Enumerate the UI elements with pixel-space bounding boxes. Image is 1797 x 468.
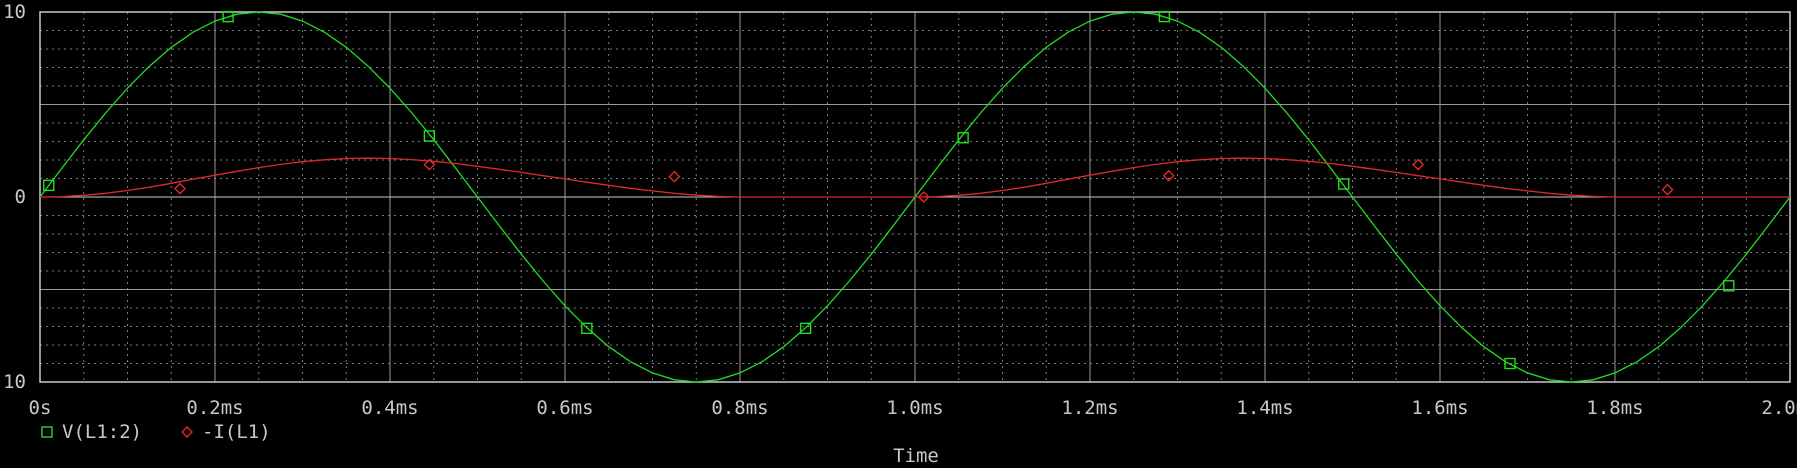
x-tick-label: 0.4ms (361, 397, 418, 419)
series-marker (174, 182, 186, 195)
series-marker (1338, 178, 1350, 190)
series-marker (1158, 10, 1171, 23)
series-marker (1162, 169, 1175, 182)
series-marker (423, 158, 436, 171)
legend-marker (41, 426, 53, 438)
series-marker (222, 10, 234, 23)
series-markers (43, 10, 1735, 370)
series-marker (43, 179, 55, 192)
series-marker (581, 322, 593, 335)
y-tick-label: 10 (3, 1, 26, 23)
legend-marker (181, 426, 193, 438)
series-marker (917, 191, 930, 203)
x-axis-title: Time (893, 445, 939, 467)
minor-grid (40, 12, 1790, 382)
legend: V(L1:2) -I(L1) (41, 421, 271, 443)
y-tick-labels: 10 0 10 (3, 1, 26, 393)
legend-label: -I(L1) (202, 421, 271, 443)
series-marker (1412, 158, 1425, 171)
series-marker (957, 132, 969, 144)
x-tick-label: 1.8ms (1586, 397, 1643, 419)
x-tick-label: 1.6ms (1411, 397, 1468, 419)
x-tick-label: 0.6ms (536, 397, 593, 419)
series-marker (799, 322, 812, 335)
series-lines (39, 11, 1791, 383)
series-marker (1661, 183, 1674, 196)
y-tick-label: 10 (3, 371, 26, 393)
series-marker (423, 130, 436, 142)
series-marker (1723, 280, 1735, 292)
series-marker (668, 170, 681, 183)
x-tick-label: 0.8ms (711, 397, 768, 419)
x-tick-label: 1.0ms (886, 397, 943, 419)
x-tick-label: 2.0ms (1761, 397, 1797, 419)
x-tick-labels: 0s 0.2ms 0.4ms 0.6ms 0.8ms 1.0ms 1.2ms 1.4ms 1.6… (29, 397, 1797, 419)
series-line (39, 157, 1790, 198)
series-marker (1504, 357, 1516, 370)
legend-label: V(L1:2) (62, 421, 142, 443)
x-tick-label: 1.4ms (1236, 397, 1293, 419)
y-tick-label: 0 (15, 186, 26, 208)
x-tick-label: 0.2ms (186, 397, 243, 419)
x-tick-label: 1.2ms (1061, 397, 1118, 419)
x-tick-label: 0s (29, 397, 52, 419)
